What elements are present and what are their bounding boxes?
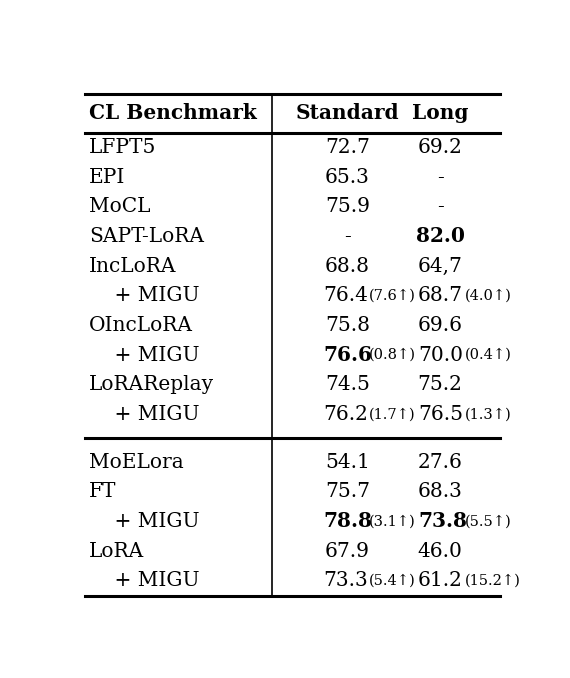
Text: 69.2: 69.2 [418,138,462,157]
Text: SAPT-LoRA: SAPT-LoRA [89,227,204,246]
Text: OIncLoRA: OIncLoRA [89,316,193,335]
Text: 69.6: 69.6 [418,316,463,335]
Text: + MIGU: + MIGU [89,572,200,591]
Text: 76.4: 76.4 [323,286,368,305]
Text: LFPT5: LFPT5 [89,138,156,157]
Text: 68.8: 68.8 [325,256,370,275]
Text: LoRA: LoRA [89,542,144,561]
Text: 73.8: 73.8 [418,511,467,532]
Text: (5.4↑): (5.4↑) [369,574,416,588]
Text: 75.9: 75.9 [325,197,370,216]
Text: -: - [437,197,443,216]
Text: 54.1: 54.1 [325,452,370,471]
Text: 82.0: 82.0 [416,226,465,246]
Text: 75.7: 75.7 [325,482,370,501]
Text: MoCL: MoCL [89,197,150,216]
Text: CL Benchmark: CL Benchmark [89,104,256,123]
Text: 76.2: 76.2 [323,405,368,424]
Text: 70.0: 70.0 [418,346,463,365]
Text: + MIGU: + MIGU [89,286,200,305]
Text: 75.8: 75.8 [325,316,370,335]
Text: (0.8↑): (0.8↑) [369,348,416,362]
Text: 61.2: 61.2 [418,572,463,591]
Text: FT: FT [89,482,116,501]
Text: + MIGU: + MIGU [89,346,200,365]
Text: 68.7: 68.7 [418,286,463,305]
Text: (0.4↑): (0.4↑) [465,348,511,362]
Text: (5.5↑): (5.5↑) [465,515,511,528]
Text: + MIGU: + MIGU [89,405,200,424]
Text: -: - [437,167,443,186]
Text: 75.2: 75.2 [418,376,462,395]
Text: EPI: EPI [89,167,125,186]
Text: 27.6: 27.6 [418,452,462,471]
Text: (4.0↑): (4.0↑) [465,289,511,303]
Text: 72.7: 72.7 [325,138,370,157]
Text: (1.7↑): (1.7↑) [369,407,415,422]
Text: 76.5: 76.5 [418,405,463,424]
Text: (1.3↑): (1.3↑) [465,407,511,422]
Text: 68.3: 68.3 [418,482,462,501]
Text: -: - [344,227,351,246]
Text: 76.6: 76.6 [323,345,372,365]
Text: Long: Long [412,104,469,123]
Text: 67.9: 67.9 [325,542,370,561]
Text: Standard: Standard [295,104,399,123]
Text: MoELora: MoELora [89,452,184,471]
Text: (3.1↑): (3.1↑) [369,515,416,528]
Text: 46.0: 46.0 [418,542,462,561]
Text: IncLoRA: IncLoRA [89,256,177,275]
Text: 78.8: 78.8 [323,511,372,532]
Text: + MIGU: + MIGU [89,512,200,531]
Text: 64,7: 64,7 [418,256,462,275]
Text: 73.3: 73.3 [323,572,368,591]
Text: 65.3: 65.3 [325,167,370,186]
Text: (15.2↑): (15.2↑) [465,574,520,588]
Text: 74.5: 74.5 [325,376,370,395]
Text: LoRAReplay: LoRAReplay [89,376,214,395]
Text: (7.6↑): (7.6↑) [369,289,416,303]
